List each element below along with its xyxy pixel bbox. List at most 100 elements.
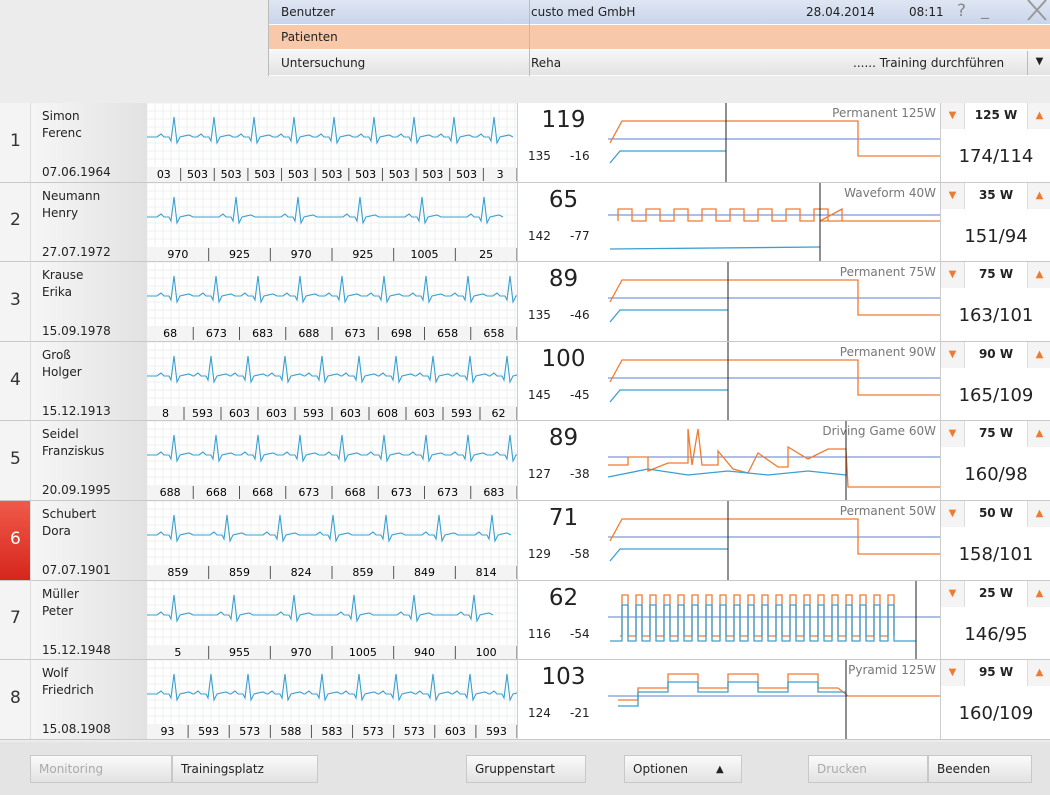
load-down[interactable]: ▼ (941, 341, 965, 368)
rr-interval: 683 (252, 327, 273, 340)
load-down[interactable]: ▼ (941, 660, 965, 687)
patient-name: Wolf Friedrich 15.08.1908 (30, 660, 147, 739)
difference: -16 (570, 149, 590, 163)
rr-interval: 603 (414, 407, 435, 420)
load-controls: ▼ 75 W ▲ 163/101 (940, 262, 1050, 341)
load-value: 90 W (978, 346, 1014, 361)
row-number: 7 (0, 580, 30, 660)
rr-interval: 955 (229, 646, 250, 659)
load-up[interactable]: ▲ (1027, 103, 1050, 129)
patient-row: 6 Schubert Dora 07.07.1901 859 859 824 859 849 81… (0, 501, 1050, 581)
user-row (269, 0, 1050, 24)
blood-pressure: 174/114 (958, 146, 1034, 167)
rr-interval: 859 (352, 566, 373, 579)
difference: -77 (570, 228, 590, 243)
row-number: 8 (0, 660, 30, 739)
action-dropdown[interactable]: ▼ (1027, 51, 1050, 75)
rr-interval: 503 (355, 168, 376, 181)
quit-button[interactable]: Beenden (928, 755, 1032, 783)
load-chart: Permanent 50W (608, 501, 940, 580)
rr-interval: 698 (391, 327, 412, 340)
row-number: 1 (0, 103, 30, 182)
rr-interval: 673 (391, 486, 412, 499)
minimize-button[interactable]: _ (981, 0, 989, 19)
rr-interval: 503 (389, 168, 410, 181)
rr-strip (147, 167, 517, 182)
rr-interval: 93 (161, 725, 175, 738)
blood-pressure: 158/101 (958, 544, 1034, 565)
help-button[interactable]: ? (957, 1, 967, 21)
birth-date: 27.07.1972 (42, 244, 111, 259)
load-down[interactable]: ▼ (941, 103, 965, 129)
exam-row (269, 50, 1050, 75)
first-name: Henry (42, 205, 79, 220)
rr-interval: 849 (414, 566, 435, 579)
row-number: 3 (0, 262, 30, 341)
rr-interval: 940 (414, 646, 435, 659)
load-controls: ▼ 75 W ▲ 160/98 (940, 421, 1050, 500)
load-up[interactable]: ▲ (1027, 501, 1050, 527)
rr-strip (147, 724, 517, 739)
blood-pressure: 151/94 (964, 225, 1028, 247)
ecg: 970 925 970 925 1005 25 (147, 182, 517, 262)
heart-rate: 103 (541, 664, 586, 691)
load-up[interactable]: ▲ (1027, 421, 1050, 448)
blood-pressure: 163/101 (958, 305, 1034, 327)
program-name: Permanent 90W (840, 345, 936, 359)
ecg-trace (147, 594, 494, 623)
rr-interval: 970 (291, 248, 312, 261)
load-up[interactable]: ▲ (1027, 580, 1050, 607)
systolic: 145 (528, 387, 551, 402)
options-button[interactable]: Optionen ▲ (624, 755, 742, 783)
load-down[interactable]: ▼ (941, 182, 965, 209)
row-number: 2 (0, 182, 30, 262)
load-down[interactable]: ▼ (941, 580, 965, 607)
load-down[interactable]: ▼ (941, 262, 965, 289)
rr-interval: 503 (254, 168, 275, 181)
training-button[interactable]: Trainingsplatz (172, 755, 318, 783)
rr-interval: 5 (174, 646, 181, 659)
systolic: 129 (528, 547, 551, 561)
action[interactable]: ...... Training durchführen (853, 56, 1005, 70)
systolic: 142 (528, 228, 551, 243)
load-up[interactable]: ▲ (1027, 262, 1050, 289)
rr-interval: 668 (345, 486, 366, 499)
patient-row: 3 Krause Erika 15.09.1978 68 673 683 688 673 698 6… (0, 262, 1050, 342)
patient-row: 5 Seidel Franziskus 20.09.1995 688 668 668 673 6… (0, 421, 1050, 501)
print-button[interactable]: Drucken (808, 755, 928, 783)
patient-row: 4 Groß Holger 15.12.1913 8 593 603 603 593 603 608… (0, 341, 1050, 422)
load-curve (609, 120, 940, 157)
group-start-button[interactable]: Gruppenstart (466, 755, 586, 783)
load-up[interactable]: ▲ (1027, 660, 1050, 687)
actual-curve (610, 603, 916, 642)
actual-curve (609, 389, 728, 403)
header: Benutzer custo med GmbH 28.04.2014 08:11… (268, 0, 1050, 76)
row-number: 6 (0, 501, 30, 580)
load-up[interactable]: ▲ (1027, 341, 1050, 368)
load-up[interactable]: ▲ (1027, 182, 1050, 209)
rr-interval: 925 (352, 248, 373, 261)
rr-interval: 573 (404, 725, 425, 738)
last-name: Müller (42, 586, 79, 601)
patient-row: 7 Müller Peter 15.12.1948 5 955 970 1005 940 100 6… (0, 580, 1050, 661)
date: 28.04.2014 (806, 5, 875, 19)
blood-pressure: 160/98 (964, 464, 1028, 486)
rr-interval: 673 (206, 327, 227, 340)
close-button[interactable] (1000, 0, 1050, 24)
birth-date: 15.12.1948 (42, 642, 111, 657)
vitals: 100 145 -45 (517, 341, 608, 421)
load-value: 75 W (978, 267, 1014, 282)
actual-curve (608, 468, 847, 479)
first-name: Franziskus (42, 444, 105, 459)
vitals: 71 129 -58 (517, 501, 608, 580)
last-name: Schubert (42, 507, 97, 521)
monitoring-button[interactable]: Monitoring (30, 755, 172, 783)
systolic: 124 (528, 706, 551, 721)
user: custo med GmbH (531, 5, 636, 19)
vitals: 65 142 -77 (517, 182, 608, 262)
difference: -54 (570, 626, 590, 641)
patient-name: Schubert Dora 07.07.1901 (30, 501, 147, 580)
load-down[interactable]: ▼ (941, 421, 965, 448)
load-down[interactable]: ▼ (941, 501, 965, 527)
first-name: Erika (42, 285, 72, 300)
